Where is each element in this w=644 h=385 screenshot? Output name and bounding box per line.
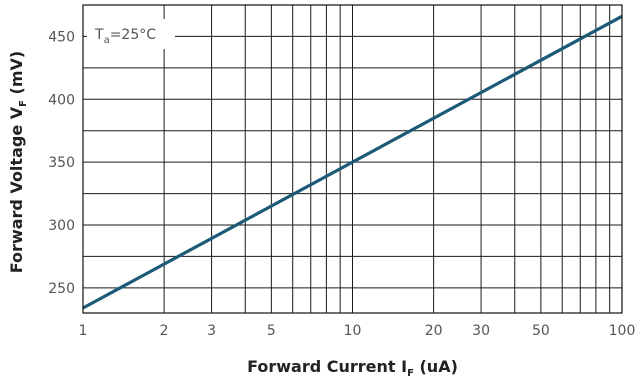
x-tick-label: 30 — [472, 323, 490, 339]
x-tick-label: 1 — [79, 323, 88, 339]
annotation-text: Ta=25°C — [94, 27, 156, 46]
series-group — [82, 14, 623, 310]
y-axis-title-tail: (mV) — [7, 51, 26, 100]
grid — [83, 5, 622, 313]
plot-frame — [82, 4, 623, 314]
x-tick-label: 50 — [532, 323, 550, 339]
x-tick-label: 100 — [609, 323, 636, 339]
annotation-group: Ta=25°C — [87, 19, 175, 49]
annotation-tail: =25°C — [110, 27, 157, 43]
y-axis-title-sub: F — [18, 100, 29, 107]
annotation-main: T — [94, 27, 104, 43]
x-tick-labels: 1 2 3 5 10 20 30 50 100 — [79, 323, 636, 339]
y-tick-label: 350 — [48, 155, 75, 171]
y-tick-label: 300 — [48, 218, 75, 234]
y-tick-label: 250 — [48, 281, 75, 297]
x-tick-label: 3 — [207, 323, 216, 339]
y-axis-title: Forward Voltage VF (mV) — [7, 51, 29, 273]
x-tick-label: 20 — [425, 323, 443, 339]
x-axis-title-sub: F — [407, 368, 414, 379]
y-tick-label: 450 — [48, 29, 75, 45]
annotation-background — [87, 19, 175, 49]
x-tick-label: 5 — [267, 323, 276, 339]
y-tick-label: 400 — [48, 92, 75, 108]
annotation-sub: a — [104, 35, 110, 46]
x-axis-title-main: Forward Current I — [247, 357, 407, 376]
series-line — [82, 14, 623, 310]
x-tick-label: 10 — [344, 323, 362, 339]
x-axis-title-tail: (uA) — [414, 357, 458, 376]
y-tick-labels: 250 300 350 400 450 — [48, 29, 75, 296]
y-axis-title-main: Forward Voltage V — [7, 106, 26, 273]
x-tick-label: 2 — [160, 323, 169, 339]
x-axis-title: Forward Current IF (uA) — [247, 357, 458, 379]
